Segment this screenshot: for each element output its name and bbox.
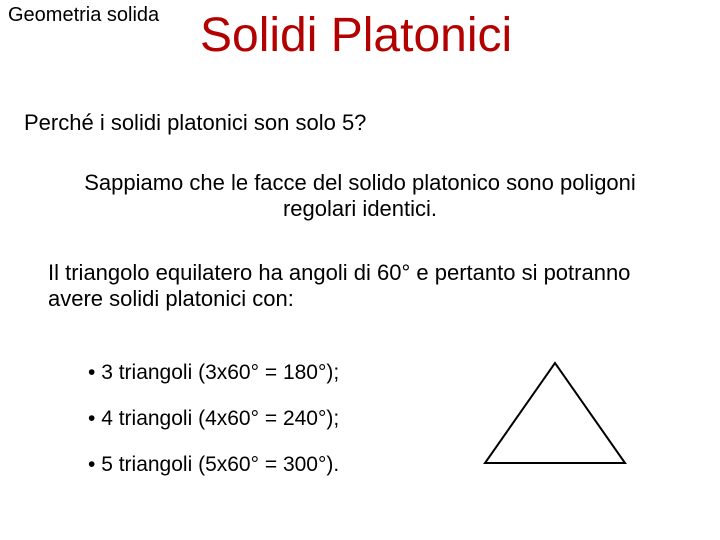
- bullet-list: 3 triangoli (3x60° = 180°); 4 triangoli …: [48, 361, 339, 499]
- slide: Geometria solida Solidi Platonici Perché…: [0, 0, 720, 540]
- triangle-icon: [480, 358, 630, 468]
- subtitle: Perché i solidi platonici son solo 5?: [24, 110, 366, 136]
- breadcrumb: Geometria solida: [8, 4, 159, 27]
- list-item: 4 triangoli (4x60° = 240°);: [88, 407, 339, 431]
- list-item: 3 triangoli (3x60° = 180°);: [88, 361, 339, 385]
- page-title: Solidi Platonici: [200, 8, 512, 63]
- body-paragraph-1: Sappiamo che le facce del solido platoni…: [48, 170, 672, 222]
- triangle-shape: [485, 363, 625, 463]
- list-item: 5 triangoli (5x60° = 300°).: [88, 453, 339, 477]
- body-paragraph-2: Il triangolo equilatero ha angoli di 60°…: [48, 260, 660, 312]
